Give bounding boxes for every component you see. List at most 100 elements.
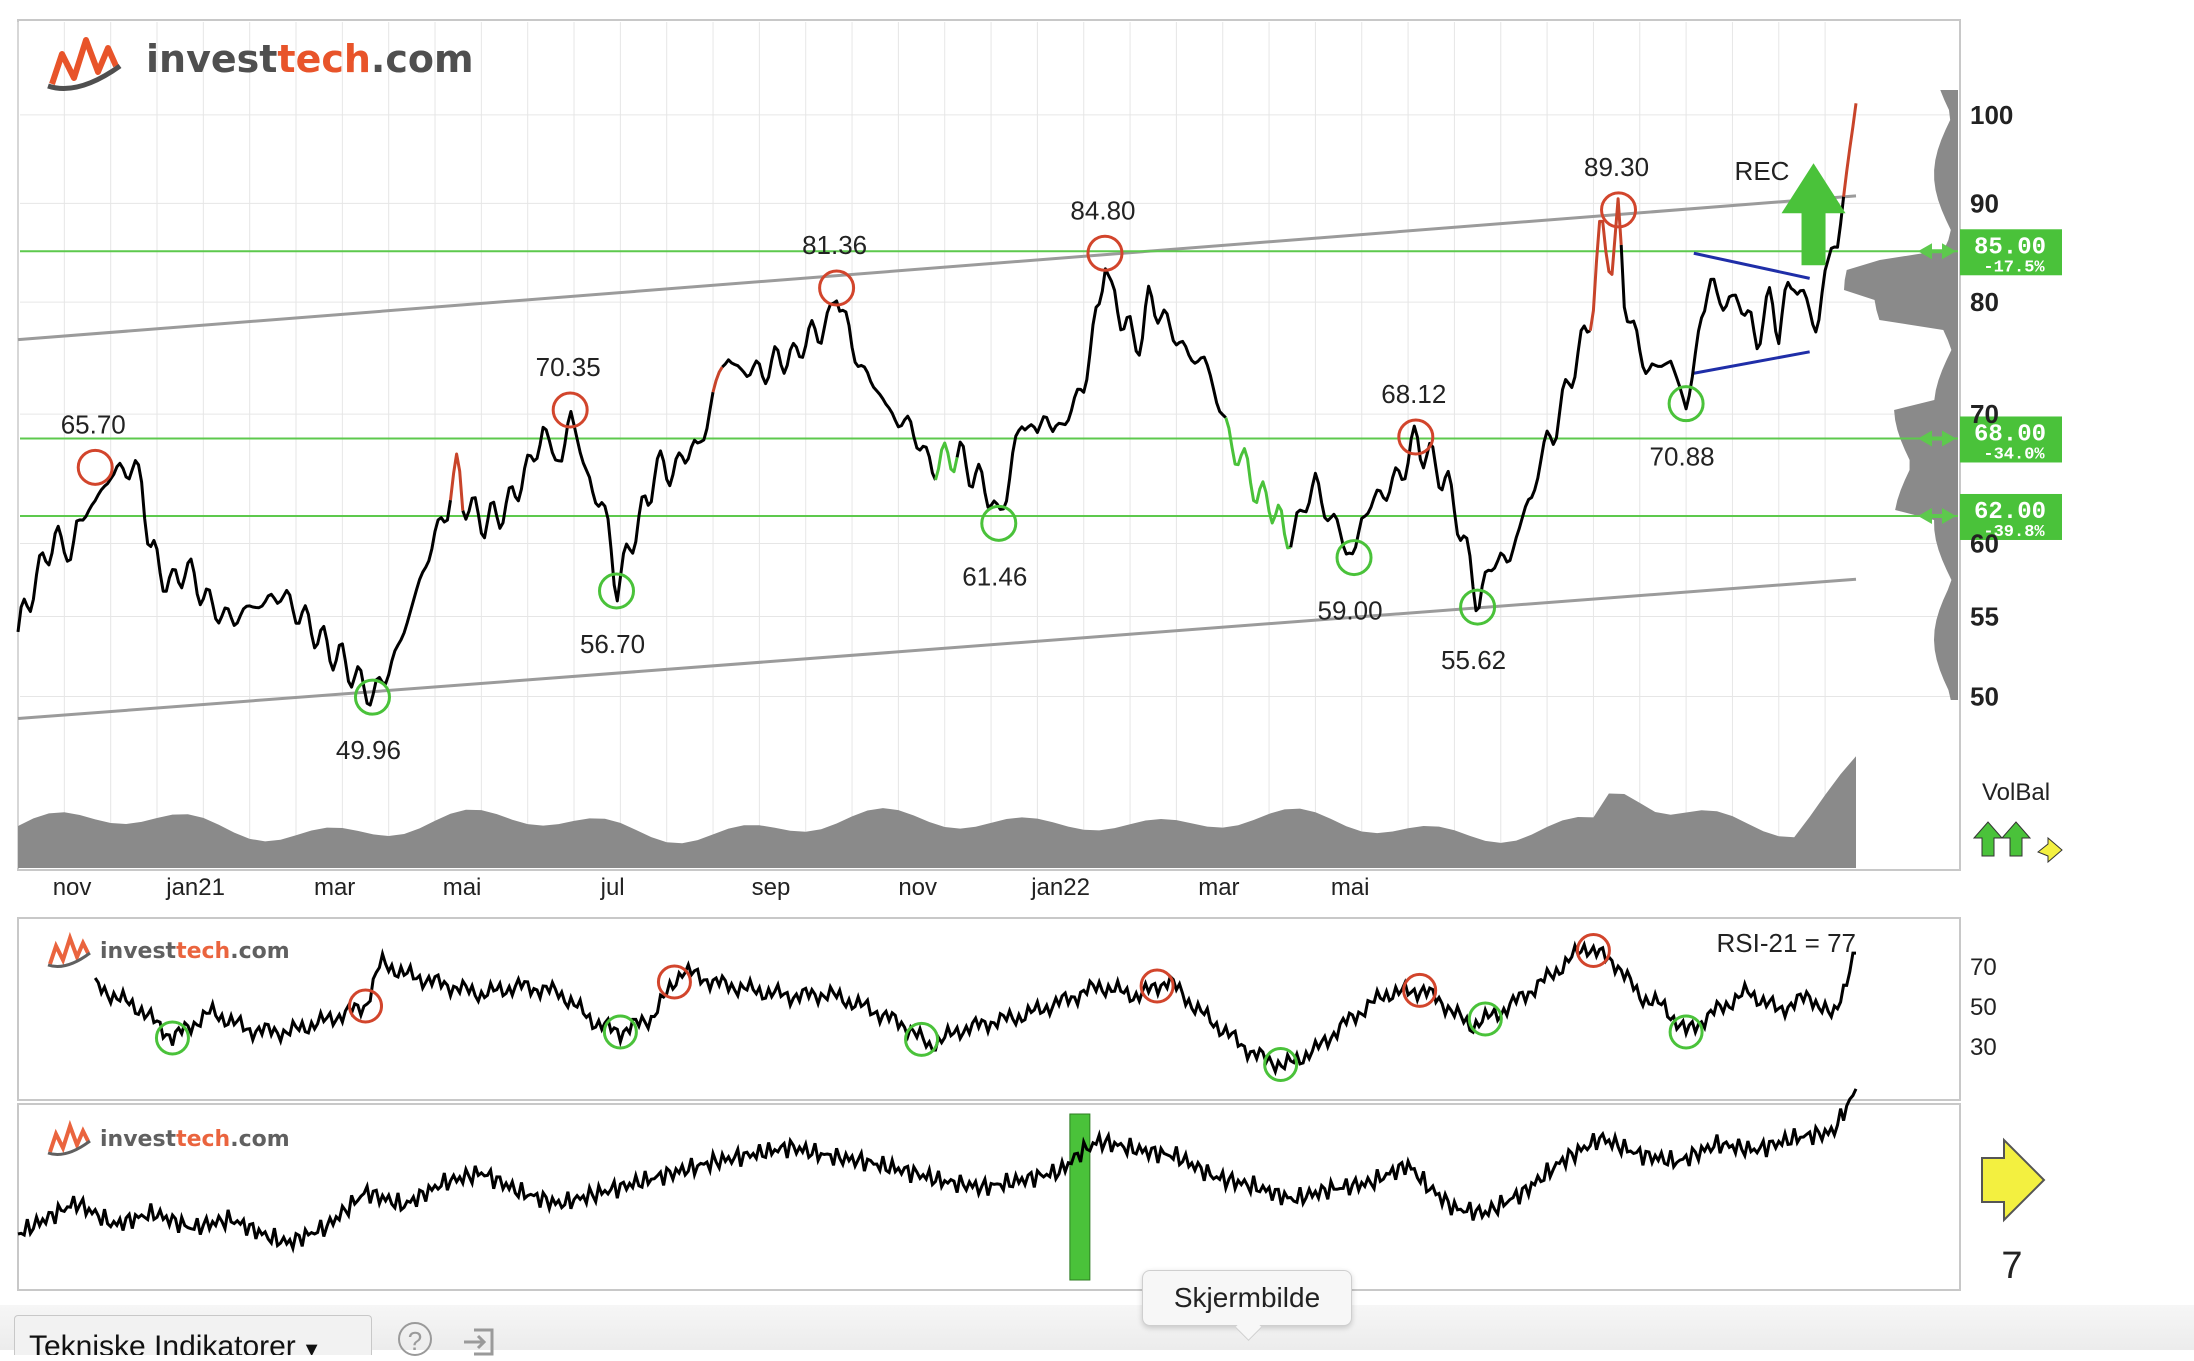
trough-label: 49.96 [336, 735, 401, 765]
level-value: 62.00 [1974, 499, 2046, 526]
level-box [1960, 493, 2062, 540]
brand-logo-small: investtech.com [47, 1119, 290, 1156]
level-marker: 85.00-17.5% [1918, 229, 2062, 277]
rsi-trough-circle [154, 1020, 190, 1056]
trough-circle [1667, 385, 1705, 423]
brand-logo-small: investtech.com [47, 931, 290, 968]
rsi-peak-circle [1575, 933, 1611, 968]
level-marker: 62.00-39.8% [1918, 493, 2062, 542]
volume-area [18, 756, 1856, 868]
price-line-segment [1619, 196, 1846, 411]
volume-area-path [18, 756, 1856, 868]
peak-circle [818, 269, 856, 307]
peak-circle [76, 448, 114, 486]
x-tick-label: jan21 [165, 874, 225, 901]
svg-text:investtech.com: investtech.com [146, 37, 474, 81]
rectangle-formation [1693, 251, 1810, 375]
trough-label: 70.88 [1650, 442, 1715, 472]
price-panel [17, 19, 1961, 871]
y-tick-label: 50 [1970, 681, 1999, 711]
level-value: 85.00 [1974, 234, 2046, 261]
trough-circle [1335, 539, 1373, 577]
trough-label: 59.00 [1317, 596, 1382, 626]
rsi-tick-label: 70 [1970, 954, 1997, 981]
rsi-trough-circle [602, 1014, 638, 1050]
trough-circle [598, 572, 636, 610]
peak-label: 65.70 [61, 409, 126, 439]
rsi-label: RSI-21 = 77 [1717, 928, 1856, 958]
svg-text:investtech.com: investtech.com [100, 939, 290, 964]
rsi-trough-circle [1263, 1047, 1299, 1082]
x-tick-label: jul [600, 874, 625, 901]
indicators-menu-button[interactable]: Tekniske Indikatorer ▼ [14, 1315, 372, 1355]
trough-circle [980, 504, 1018, 542]
rsi-trough-circle [1668, 1014, 1704, 1050]
y-tick-label: 100 [1970, 100, 2013, 130]
double-arrow-icon [1918, 507, 1956, 524]
x-tick-label: nov [53, 874, 92, 901]
chevron-down-icon: ▼ [301, 1339, 322, 1355]
export-icon[interactable] [462, 1326, 498, 1356]
trough-label: 55.62 [1441, 645, 1506, 675]
signal-bar [1069, 1113, 1091, 1281]
x-tick-label: mar [314, 874, 355, 901]
volume-profile-path [1844, 90, 1958, 700]
volume-profile [1844, 90, 1958, 700]
level-marker: 68.00-34.0% [1918, 416, 2062, 464]
y-tick-label: 70 [1970, 399, 1999, 429]
trough-circle [1459, 588, 1497, 626]
x-tick-label: mai [443, 874, 482, 901]
trough-label: 56.70 [580, 629, 645, 659]
price-line-segment [461, 391, 715, 603]
double-arrow-icon [1918, 430, 1956, 447]
level-box [1960, 229, 2062, 276]
x-tick-label: mar [1198, 874, 1239, 901]
rectangle-bottom-line [1693, 350, 1810, 375]
price-line-segment [1289, 324, 1591, 613]
arrow-up-icon [1781, 163, 1846, 266]
price-line-segment [1842, 103, 1858, 197]
x-tick-label: jan22 [1030, 874, 1090, 901]
brand-logo: investtech.com [47, 37, 474, 91]
rsi-peak-circle [656, 964, 692, 1000]
rectangle-top-line [1693, 251, 1810, 280]
price-line-segment [934, 441, 959, 481]
rsi-peak-circle [1139, 968, 1175, 1004]
indicator-series [17, 1088, 2046, 1281]
peak-label: 81.36 [802, 230, 867, 260]
x-tick-label: nov [898, 874, 937, 901]
rsi-line [93, 940, 1856, 1077]
y-tick-label: 80 [1970, 287, 1999, 317]
peak-label: 70.35 [536, 352, 601, 382]
peak-label: 89.30 [1584, 152, 1649, 182]
peak-circle [551, 391, 589, 429]
price-line-segment [449, 452, 465, 511]
price-line-segment [16, 459, 452, 707]
price-line-segment [711, 366, 724, 393]
arrow-up-icon [2000, 821, 2032, 857]
channel-lower-line [17, 577, 1857, 721]
rsi-trough-circle [904, 1021, 940, 1057]
x-tick-label: mai [1331, 874, 1370, 901]
indicator-line [17, 1088, 1858, 1254]
y-tick-label: 60 [1970, 528, 1999, 558]
indicators-menu-label: Tekniske Indikatorer [29, 1330, 296, 1355]
question-icon[interactable]: ? [398, 1322, 432, 1356]
brand-name-3: .com [371, 37, 474, 81]
channel-upper-line [17, 194, 1857, 342]
peak-label: 68.12 [1381, 379, 1446, 409]
indicator-panel [17, 1103, 1961, 1291]
level-value: 68.00 [1974, 421, 2046, 448]
price-series [16, 103, 1858, 707]
peak-trough-markers [76, 191, 1705, 716]
arrow-up-icon [1972, 821, 2004, 857]
rsi-panel [17, 917, 1961, 1101]
price-line-segment [721, 299, 937, 481]
y-tick-label: 90 [1970, 188, 1999, 218]
time-axis: nov jan21 mar mai jul sep nov jan22 mar mai [53, 874, 1370, 901]
rsi-tick-label: 30 [1970, 1034, 1997, 1061]
grid [17, 22, 1958, 868]
brand-name-1: invest [146, 37, 277, 81]
trough-label: 61.46 [962, 561, 1027, 591]
